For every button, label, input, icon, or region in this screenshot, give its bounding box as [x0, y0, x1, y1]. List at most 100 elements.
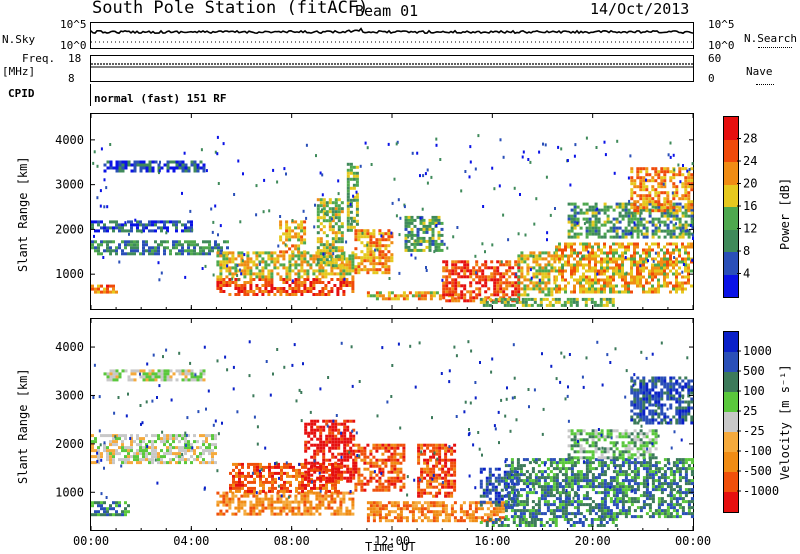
freq-trace: [91, 63, 693, 68]
nsearch-label: N.Search: [744, 32, 797, 45]
colorbar-tick-label: -1000: [743, 484, 779, 498]
xtick-label: 12:00: [374, 534, 410, 548]
colorbar-tick-label: -500: [743, 464, 772, 478]
station-title: South Pole Station (fitACF): [92, 0, 369, 18]
xtick-label: 00:00: [675, 534, 711, 548]
colorbar-swatch: [724, 411, 738, 432]
beam-label: Beam 01: [355, 2, 419, 20]
velocity-echo-region: [216, 491, 355, 516]
nsky-line: [90, 27, 694, 35]
power-echo-region: [91, 220, 193, 233]
xtick-label: 20:00: [575, 534, 611, 548]
velocity-echo-region: [417, 443, 457, 498]
power-echo-region: [479, 297, 615, 307]
freq-panel: [90, 55, 694, 82]
ytick-label: 1000: [55, 267, 84, 281]
nave-legend-line: [756, 84, 774, 85]
colorbar-tick-label: -25: [743, 424, 765, 438]
ytick-label: 3000: [55, 178, 84, 192]
nsky-trace: [90, 27, 694, 43]
power-echo-region: [91, 284, 118, 294]
power-heatmap: [91, 134, 694, 307]
velocity-echo-region: [91, 501, 130, 517]
velocity-echo-region: [366, 501, 505, 523]
nsky-tick-bottom: 10^0: [60, 39, 87, 52]
colorbar-tick-label: 24: [743, 154, 757, 168]
colorbar-swatch: [724, 274, 738, 297]
power-echo-region: [517, 251, 557, 297]
nave-tick-bottom: 0: [708, 72, 715, 85]
colorbar-tick-label: -100: [743, 444, 772, 458]
power-y-axis: 1000 2000 3000 4000: [55, 133, 694, 281]
power-colorbar-ticks: 4 8 12 16 20 24 28: [737, 132, 757, 281]
nsky-label: N.Sky: [2, 33, 36, 46]
nsearch-tick-top: 10^5: [708, 18, 735, 31]
power-echo-region: [346, 162, 359, 232]
colorbar-tick-label: 8: [743, 244, 750, 258]
cpid-text: normal (fast) 151 RF: [94, 92, 227, 105]
colorbar-tick-label: 20: [743, 177, 757, 191]
xtick-label: 04:00: [173, 534, 209, 548]
xtick-label: 16:00: [474, 534, 510, 548]
velocity-echo-region: [479, 518, 618, 527]
colorbar-swatch: [724, 491, 738, 512]
power-echo-region: [630, 167, 694, 213]
nsearch-legend-line: [758, 47, 792, 48]
power-echo-region: [567, 202, 694, 239]
ytick-label: 2000: [55, 222, 84, 236]
nsearch-tick-bottom: 10^0: [708, 39, 735, 52]
freq-unit: [MHz]: [2, 65, 36, 78]
date-label: 14/Oct/2013: [590, 0, 690, 18]
velocity-echo-region: [103, 369, 206, 382]
colorbar-tick-label: 4: [743, 267, 750, 281]
colorbar-tick-label: 25: [743, 404, 757, 418]
colorbar-swatch: [724, 471, 738, 492]
nsky-tick-top: 10^5: [60, 18, 87, 31]
colorbar-swatch: [724, 431, 738, 452]
power-echo-region: [279, 220, 307, 254]
colorbar-tick-label: 100: [743, 384, 765, 398]
cpid-marker: [90, 84, 91, 106]
xtick-label: 00:00: [73, 534, 109, 548]
power-echo-region: [103, 160, 206, 173]
power-echo-region: [555, 242, 693, 294]
velocity-heatmap: [91, 340, 694, 527]
colorbar-swatch: [724, 184, 738, 207]
power-colorbar: [723, 116, 739, 298]
colorbar-tick-label: 28: [743, 132, 757, 146]
cpid-label: CPID: [8, 87, 35, 100]
power-scatter-echoes: [92, 134, 694, 283]
velocity-colorbar-ticks: 1000 500 100 25 -25 -100 -500 -1000: [737, 344, 779, 498]
colorbar-tick-label: 1000: [743, 344, 772, 358]
ytick-label: 1000: [55, 485, 84, 499]
xaxis-label: Time UT: [365, 540, 416, 554]
colorbar-swatch: [724, 162, 738, 185]
velocity-echo-region: [91, 434, 217, 465]
colorbar-swatch: [724, 207, 738, 230]
velocity-echo-region: [354, 443, 406, 492]
colorbar-swatch: [724, 351, 738, 372]
xtick-label: 08:00: [274, 534, 310, 548]
velocity-echo-region: [504, 458, 694, 519]
nsky-panel: [90, 22, 694, 49]
nave-label: Nave: [746, 65, 773, 78]
ytick-label: 3000: [55, 388, 84, 402]
velocity-echo-region: [567, 429, 658, 460]
colorbar-swatch: [724, 252, 738, 275]
velocity-scatter-echoes: [92, 340, 689, 501]
colorbar-tick-label: 500: [743, 364, 765, 378]
colorbar-swatch: [724, 117, 738, 140]
power-echo-region: [404, 215, 444, 252]
power-echo-region: [354, 229, 394, 275]
colorbar-swatch: [724, 332, 738, 352]
ytick-label: 4000: [55, 133, 84, 147]
colorbar-swatch: [724, 371, 738, 392]
velocity-colorbar: [723, 331, 739, 513]
velocity-echo-region: [630, 376, 694, 425]
freq-tick-top: 18: [68, 52, 82, 65]
colorbar-tick-label: 12: [743, 222, 757, 236]
power-echo-region: [216, 278, 355, 296]
power-echo-region: [366, 291, 457, 301]
